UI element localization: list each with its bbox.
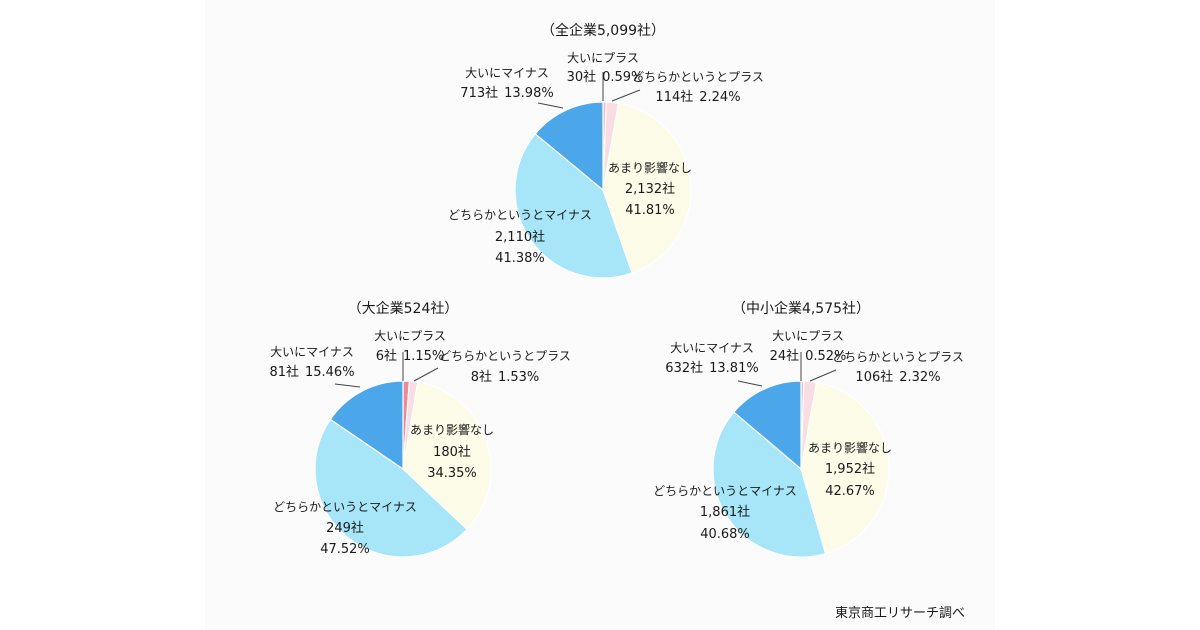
slice-count-percent-label: 81社 15.46% [269, 364, 354, 380]
slice-percent: 13.81% [709, 361, 759, 376]
slice-count: 1,861社 [700, 504, 750, 520]
slice-category-label: 大いにプラス [772, 329, 844, 343]
pie-slice [602, 102, 692, 274]
chart-title: （大企業524社） [348, 300, 459, 317]
slice-count: 114社 [655, 89, 693, 105]
slice-category-label: あまり影響なし [608, 160, 692, 175]
slice-count: 632社 [665, 360, 703, 376]
slice-percent: 0.52% [805, 349, 846, 364]
slice-count: 6社 [376, 348, 397, 364]
chart-title: （中小企業4,575社） [732, 300, 870, 317]
slice-percent: 42.67% [825, 484, 875, 499]
slice-percent: 41.38% [495, 251, 545, 266]
slice-category-label: あまり影響なし [808, 440, 892, 455]
slice-category-label: どちらかというとプラス [632, 70, 764, 84]
slice-count: 1,952社 [825, 461, 875, 477]
slice-category-label: 大いにプラス [567, 51, 639, 65]
slice-count: 2,110社 [495, 229, 545, 245]
pie-slice [733, 380, 802, 471]
slice-category-label: 大いにマイナス [670, 341, 754, 355]
slice-count-percent-label: 24社 0.52% [770, 348, 847, 364]
slice-count: 249社 [326, 520, 364, 536]
source-note: 東京商工リサーチ調べ [835, 605, 965, 621]
leader-line [537, 102, 564, 109]
slice-category-label: あまり影響なし [410, 422, 494, 437]
slice-count: 81社 [269, 364, 299, 380]
pie-slice [534, 101, 604, 192]
slice-category-label: どちらかというとマイナス [273, 500, 417, 514]
slice-count-percent-label: 114社 2.24% [655, 89, 740, 105]
slice-category-label: 大いにマイナス [465, 66, 549, 80]
pie-slice [314, 418, 468, 558]
slice-percent: 40.68% [700, 527, 750, 542]
pie-slice [514, 132, 633, 279]
slice-percent: 15.46% [305, 365, 355, 380]
slice-count: 713社 [460, 85, 498, 101]
pie-chart-3: （中小企業4,575社） 大いにプラス 24社 0.52%どちらかというとプラス 106… [653, 300, 964, 558]
slice-count-percent-label: 6社 1.15% [376, 348, 445, 364]
slice-percent: 47.52% [320, 542, 370, 557]
slice-count: 106社 [855, 369, 893, 385]
chart-title: （全企業5,099社） [541, 22, 665, 39]
pie-slice [800, 381, 890, 555]
slice-percent: 13.98% [504, 86, 554, 101]
slice-count: 24社 [770, 348, 800, 364]
leader-line [611, 89, 641, 102]
slice-category-label: どちらかというとマイナス [448, 208, 592, 222]
pie-chart-2: （大企業524社） 大いにプラス 6社 1.15%どちらかというとプラス 8社 1.53%… [269, 300, 571, 558]
slice-count: 8社 [471, 369, 492, 385]
slice-category-label: 大いにマイナス [270, 345, 354, 359]
slice-count-percent-label: 106社 2.32% [855, 369, 940, 385]
slice-percent: 1.53% [498, 370, 539, 385]
slice-count-percent-label: 8社 1.53% [471, 369, 540, 385]
slice-count: 180社 [433, 444, 471, 460]
slice-percent: 34.35% [427, 466, 477, 481]
leader-line [413, 367, 439, 382]
leader-line [334, 383, 361, 388]
slice-count-percent-label: 632社 13.81% [665, 360, 758, 376]
leader-line [809, 369, 837, 382]
pie-slice [402, 381, 492, 531]
slice-category-label: どちらかというとマイナス [653, 484, 797, 498]
slice-count-percent-label: 30社 0.59% [567, 69, 644, 85]
pie-slice [712, 411, 827, 558]
slice-count-percent-label: 713社 13.98% [460, 85, 553, 101]
slice-percent: 2.24% [699, 90, 740, 105]
pie-slice [329, 380, 404, 471]
slice-percent: 0.59% [602, 70, 643, 85]
slice-percent: 2.32% [899, 370, 940, 385]
slice-category-label: どちらかというとプラス [439, 349, 571, 363]
slice-count: 2,132社 [625, 181, 675, 197]
slice-category-label: どちらかというとプラス [832, 350, 964, 364]
pie-chart-1: （全企業5,099社） 大いにプラス 30社 0.59%どちらかというとプラス 114社… [448, 22, 764, 279]
leader-line [737, 380, 763, 387]
slice-count: 30社 [567, 69, 597, 85]
slice-percent: 41.81% [625, 203, 675, 218]
slice-percent: 1.15% [403, 349, 444, 364]
slice-category-label: 大いにプラス [374, 329, 446, 343]
